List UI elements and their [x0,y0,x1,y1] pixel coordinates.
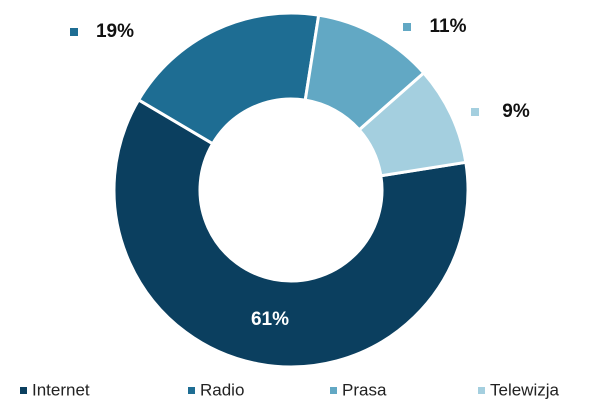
legend-marker [330,387,337,394]
data-label: 61% [251,309,289,330]
data-label: 9% [502,101,530,122]
label-marker [403,23,411,31]
data-label: 19% [96,21,134,42]
legend-label: Radio [200,380,244,399]
data-label: 11% [430,16,467,37]
donut-slice [112,97,470,369]
legend-label: Telewizja [490,380,560,399]
legend-marker [20,387,27,394]
legend-marker [478,387,485,394]
label-marker [70,28,78,36]
legend-label: Prasa [342,380,387,399]
legend-label: Internet [32,380,90,399]
donut-slice [357,70,468,178]
donut-slice [136,11,321,146]
label-marker [471,108,479,116]
legend-marker [188,387,195,394]
